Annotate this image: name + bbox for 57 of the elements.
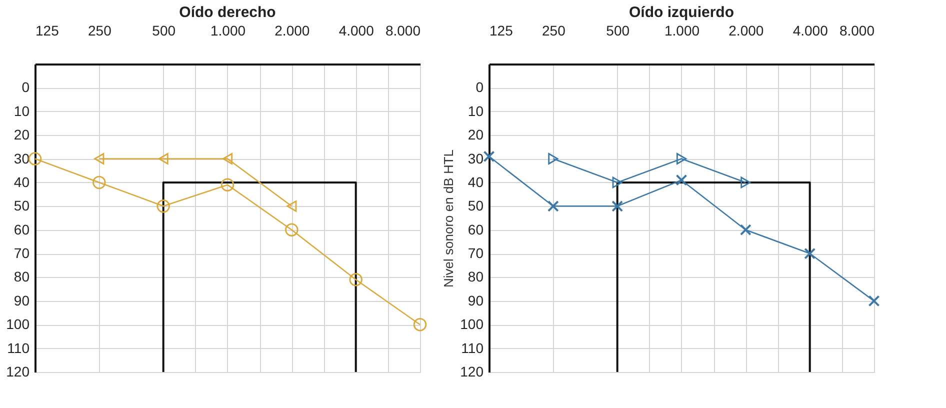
x-tick-label: 250 <box>88 22 112 38</box>
y-tick-label: 60 <box>14 221 30 238</box>
y-tick-label: 90 <box>14 292 30 308</box>
y-tick-label: 110 <box>461 340 484 356</box>
y-tick-label: 50 <box>14 198 30 214</box>
y-tick-label: 10 <box>468 102 484 119</box>
point <box>156 200 170 213</box>
y-tick-label: 120 <box>6 364 30 380</box>
point <box>220 178 234 192</box>
point <box>676 174 688 186</box>
y-tick-label: 20 <box>468 126 484 143</box>
x-tick-label: 8.000 <box>839 22 875 38</box>
x-tick-label: 125 <box>490 22 514 38</box>
x-tick-label: 2.000 <box>728 22 764 38</box>
y-tick-label: 110 <box>7 340 30 356</box>
y-tick-label: 20 <box>14 126 30 143</box>
y-tick-label: 50 <box>468 198 484 214</box>
y-tick-label: 100 <box>460 316 484 332</box>
y-tick-label: 100 <box>6 316 30 332</box>
x-tick-label: 250 <box>542 22 566 38</box>
point <box>349 272 362 286</box>
y-tick-label: 40 <box>14 174 30 190</box>
point <box>612 200 624 212</box>
x-tick-label: 4.000 <box>338 22 374 38</box>
x-tick-label: 500 <box>152 22 176 38</box>
point <box>92 176 106 190</box>
point <box>740 224 752 236</box>
x-tick-label: 500 <box>606 22 630 38</box>
y-tick-label: 30 <box>14 150 30 166</box>
point <box>413 318 427 332</box>
y-axis-title: Nivel sonoro en dB HTL <box>441 149 456 288</box>
point <box>28 152 42 166</box>
x-tick-label: 1.000 <box>210 22 246 38</box>
y-tick-label: 70 <box>468 245 484 262</box>
y-tick-label: 40 <box>468 174 484 190</box>
y-tick-label: 30 <box>468 150 484 166</box>
x-tick-label: 125 <box>36 22 60 38</box>
y-tick-label: 80 <box>14 268 30 285</box>
y-tick-label: 120 <box>460 364 484 380</box>
point <box>868 295 880 307</box>
x-tick-label: 1.000 <box>664 22 700 38</box>
y-tick-label: 80 <box>468 268 484 285</box>
y-tick-label: 0 <box>476 79 484 96</box>
point <box>285 223 298 236</box>
chart-title: Oído derecho <box>179 4 276 21</box>
y-tick-label: 70 <box>14 245 30 262</box>
point <box>547 200 559 212</box>
y-tick-label: 90 <box>468 292 484 308</box>
y-tick-label: 0 <box>22 79 30 96</box>
point <box>483 150 495 162</box>
y-tick-label: 10 <box>14 102 30 119</box>
x-tick-label: 4.000 <box>792 22 828 38</box>
point <box>804 248 816 260</box>
y-tick-label: 60 <box>468 221 484 238</box>
chart-title: Oído izquierdo <box>629 4 734 21</box>
x-tick-label: 2.000 <box>274 22 310 38</box>
x-tick-label: 8.000 <box>385 22 421 38</box>
